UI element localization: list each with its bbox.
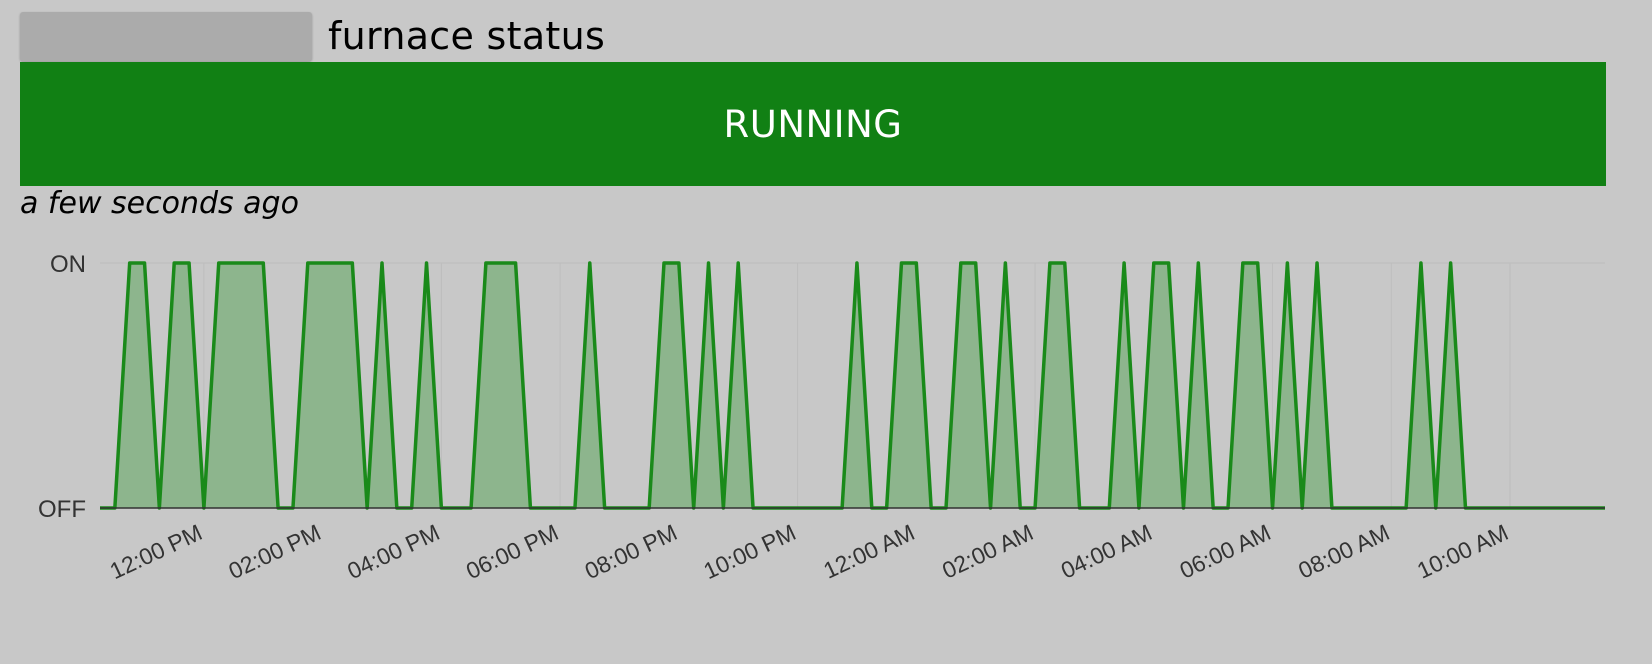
- x-tick-label-11: 10:00 AM: [1413, 519, 1512, 584]
- x-tick-label-3: 06:00 PM: [462, 519, 562, 584]
- x-tick-label-0: 12:00 PM: [106, 519, 206, 584]
- x-tick-label-2: 04:00 PM: [343, 519, 443, 584]
- x-tick-label-1: 02:00 PM: [225, 519, 325, 584]
- x-tick-label-9: 06:00 AM: [1176, 519, 1275, 584]
- y-tick-label-on: ON: [50, 251, 86, 278]
- furnace-history-chart: ON OFF 12:00 PM 02:00 PM 04:00 PM 06:00 PM 08:…: [38, 251, 1605, 584]
- page-title: furnace status: [328, 14, 606, 58]
- last-updated-text: a few seconds ago: [20, 186, 299, 221]
- series-area-0: [100, 263, 1605, 508]
- y-tick-label-off: OFF: [38, 496, 86, 523]
- x-tick-label-8: 04:00 AM: [1057, 519, 1156, 584]
- redacted-device-name: [20, 11, 312, 61]
- title-row: furnace status: [20, 10, 605, 62]
- status-banner: RUNNING: [20, 62, 1606, 186]
- x-tick-label-5: 10:00 PM: [699, 519, 799, 584]
- series-line-0: [100, 261, 1605, 510]
- x-tick-label-10: 08:00 AM: [1294, 519, 1393, 584]
- x-tick-label-6: 12:00 AM: [819, 519, 918, 584]
- status-label: RUNNING: [723, 102, 903, 146]
- x-tick-label-4: 08:00 PM: [581, 519, 681, 584]
- x-tick-label-7: 02:00 AM: [938, 519, 1037, 584]
